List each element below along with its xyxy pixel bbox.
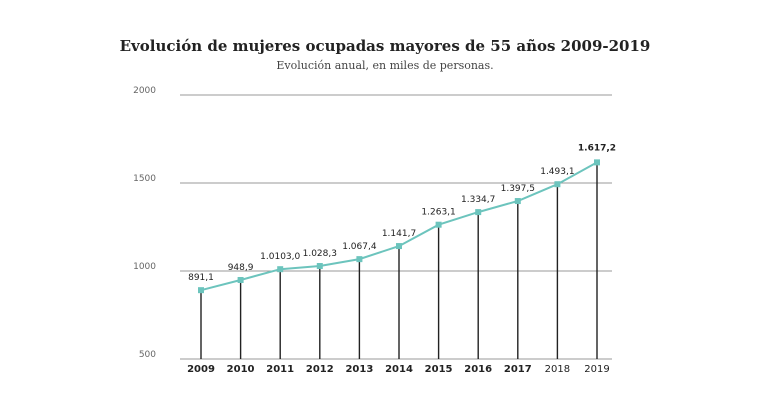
data-labels: 891,1 948,9 1.0103,0 1.028,3 1.067,4 1.141,7 1…: [188, 143, 616, 283]
y-tick-label: 2000: [133, 86, 156, 96]
y-tick-label: 1000: [133, 262, 156, 272]
x-tick-label: 2012: [306, 364, 334, 375]
data-point: [554, 181, 560, 187]
x-tick-label: 2014: [385, 364, 413, 375]
data-label: 1.067,4: [342, 242, 377, 252]
x-tick-label: 2009: [187, 364, 215, 375]
x-tick-label: 2011: [266, 364, 294, 375]
x-tick-label: 2019: [584, 364, 609, 375]
data-point: [356, 256, 362, 262]
data-point: [317, 263, 323, 269]
y-axis-ticks: 2000 1500 1000 500: [133, 86, 156, 360]
x-tick-label: 2015: [425, 364, 453, 375]
data-label: 1.334,7: [461, 195, 495, 205]
x-axis-ticks: 2009 2010 2011 2012 2013 2014 2015 2016 2017 2018…: [187, 364, 610, 375]
data-label: 1.263,1: [421, 208, 455, 218]
y-tick-label: 500: [139, 350, 156, 360]
data-point: [396, 243, 402, 249]
data-point: [515, 198, 521, 204]
data-label: 1.617,2: [578, 143, 616, 153]
data-point: [238, 277, 244, 283]
grid-lines: [180, 95, 612, 359]
data-point: [198, 287, 204, 293]
data-point: [594, 159, 600, 165]
data-label: 1.0103,0: [260, 252, 300, 262]
line-chart: 2000 1500 1000 500 891,1 948,9 1.0103,0 1.028,…: [0, 0, 770, 420]
data-label: 1.397,5: [501, 184, 535, 194]
data-label: 1.028,3: [303, 249, 337, 259]
data-label: 1.493,1: [540, 167, 574, 177]
data-point: [436, 222, 442, 228]
x-tick-label: 2018: [545, 364, 570, 375]
x-tick-label: 2017: [504, 364, 532, 375]
data-label: 1.141,7: [382, 229, 416, 239]
data-point: [277, 266, 283, 272]
x-tick-label: 2013: [345, 364, 373, 375]
data-label: 891,1: [188, 273, 214, 283]
data-label: 948,9: [228, 263, 254, 273]
x-tick-label: 2016: [464, 364, 492, 375]
x-tick-label: 2010: [227, 364, 255, 375]
y-tick-label: 1500: [133, 174, 156, 184]
data-point: [475, 209, 481, 215]
